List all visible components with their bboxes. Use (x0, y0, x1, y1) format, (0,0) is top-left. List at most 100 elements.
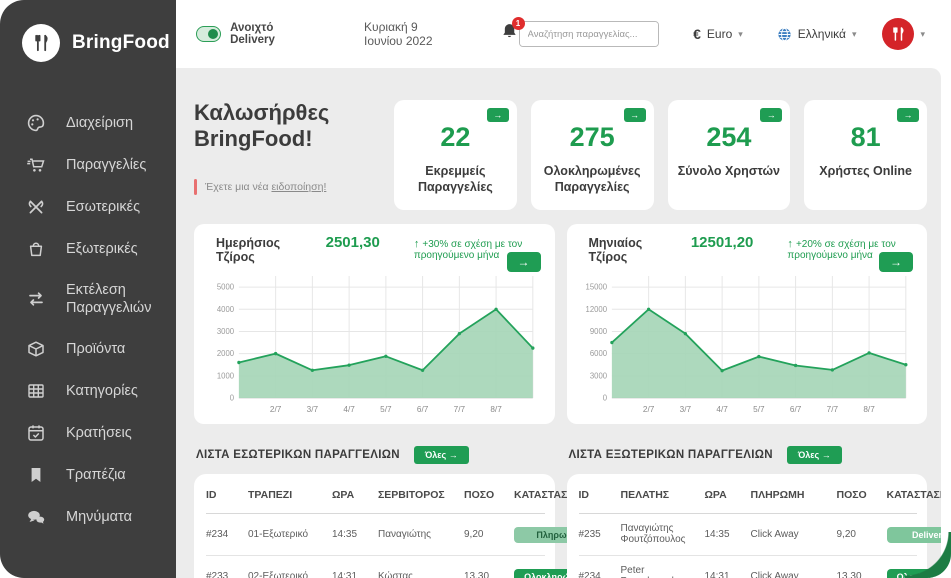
column-header: ΠΟΣΟ (836, 489, 867, 501)
sidebar-item-2[interactable]: Παραγγελίες (0, 144, 176, 186)
chart-card-1: Ημερήσιος Τζίρος 2501,30 ↑ +30% σε σχέση μ… (194, 223, 555, 424)
arrow-right-icon[interactable]: → (486, 108, 509, 122)
sidebar-item-7[interactable]: Κατηγορίες (0, 370, 176, 412)
sidebar-item-label: Διαχείριση (66, 114, 134, 131)
column-header: ΚΑΤΑΣΤΑΣΗ (514, 489, 575, 501)
euro-icon: € (693, 26, 701, 42)
topbar: Ανοιχτό Delivery Κυριακή 9 Ιουνίου 2022 … (176, 0, 951, 68)
table-cell: #233 (206, 570, 229, 578)
table-cell: 13,30 (836, 570, 862, 578)
sidebar-item-4[interactable]: Εξωτερικές (0, 228, 176, 270)
table-cell: Παναγιώτης (378, 528, 432, 540)
sidebar-item-8[interactable]: Κρατήσεις (0, 412, 176, 454)
stat-label: Ολοκληρωμένες Παραγγελίες (543, 164, 641, 195)
account-menu[interactable]: ▾ (882, 18, 925, 50)
arrow-right-icon[interactable]: → (879, 251, 913, 272)
notifications-bell-icon[interactable]: 1 (500, 17, 525, 46)
svg-text:12000: 12000 (585, 304, 607, 313)
sidebar-item-3[interactable]: Εσωτερικές (0, 186, 176, 228)
chart-value: 2501,30 (325, 233, 380, 251)
delivery-toggle-label: Ανοιχτό Delivery (230, 22, 275, 46)
sidebar-item-9[interactable]: Τραπέζια (0, 454, 176, 496)
stat-label: Χρήστες Online (819, 164, 912, 178)
status-badge: Ολοκληρώθηκε (514, 569, 600, 578)
table-cell: 01-Εξωτερικό (248, 528, 309, 540)
external-orders-section: ΛΙΣΤΑ ΕΞΩΤΕΡΙΚΩΝ ΠΑΡΑΓΓΕΛΙΩΝ Όλες → ID ΠΕ… (566, 440, 941, 578)
sidebar-item-label: Προϊόντα (66, 341, 126, 358)
globe-icon (777, 27, 792, 42)
table-cell: 14:31 (704, 570, 730, 578)
column-header: ΣΕΡΒΙΤΟΡΟΣ (378, 489, 445, 501)
calendar-check-icon (26, 423, 46, 443)
column-header: ΠΟΣΟ (464, 489, 495, 501)
chart-value: 12501,20 (690, 233, 754, 251)
sidebar-item-label: Κρατήσεις (66, 425, 132, 442)
chart-title: Ημερήσιος Τζίρος (216, 235, 281, 264)
stats-row: → 22 Εκρεμμείς Παραγγελίες → 275 Ολοκληρωμένε… (394, 84, 927, 210)
area-chart: 0 1000 2000 3000 4000 5000 2/7 3/7 4/7 5/7 6/7 7/7 8… (217, 275, 535, 414)
language-selector[interactable]: Ελληνικά ▾ (777, 27, 856, 42)
sidebar-item-5[interactable]: Εκτέλεση Παραγγελιών (0, 270, 176, 328)
bag-icon (26, 239, 46, 259)
delivery-toggle[interactable] (196, 26, 222, 42)
column-header: ΠΛΗΡΩΜΗ (750, 489, 805, 501)
main-content: Καλωσήρθες BringFood! Έχετε μια νέα ειδο… (176, 68, 941, 578)
sidebar-item-label: Κατηγορίες (66, 383, 138, 400)
chart-title: Μηνιαίος Τζίρος (588, 235, 643, 264)
all-orders-button[interactable]: Όλες → (413, 445, 469, 464)
tables-row: ΛΙΣΤΑ ΕΣΩΤΕΡΙΚΩΝ ΠΑΡΑΓΓΕΛΙΩΝ Όλες → ID ΤΡ… (194, 440, 941, 578)
stat-label: Εκρεμμείς Παραγγελίες (417, 164, 493, 195)
arrow-right-icon[interactable]: → (506, 251, 541, 272)
sidebar-item-label: Εξωτερικές (66, 240, 138, 257)
table-cell: 9,20 (464, 528, 484, 540)
delivery-toggle-group: Ανοιχτό Delivery (196, 22, 296, 46)
svg-text:4/7: 4/7 (716, 403, 728, 413)
language-label: Ελληνικά (797, 27, 846, 41)
stat-card-3: → 254 Σύνολο Χρηστών (667, 100, 791, 210)
brand-logo: BringFood (0, 0, 176, 62)
currency-label: Euro (706, 27, 733, 41)
currency-selector[interactable]: € Euro ▾ (693, 26, 743, 42)
sidebar-item-10[interactable]: Μηνύματα (0, 496, 176, 538)
page-title: Καλωσήρθες BringFood! (194, 100, 330, 152)
svg-text:2/7: 2/7 (642, 403, 654, 413)
arrow-right-icon[interactable]: → (623, 108, 646, 122)
svg-text:4000: 4000 (217, 304, 235, 313)
sidebar-nav: Διαχείριση Παραγγελίες Εσωτερικές Εξωτερικέ… (0, 102, 176, 538)
column-header: ID (206, 489, 217, 501)
svg-text:6/7: 6/7 (417, 403, 429, 413)
arrow-right-icon[interactable]: → (760, 108, 783, 122)
stat-label: Σύνολο Χρηστών (677, 164, 781, 178)
corner-accent (905, 532, 951, 578)
chevron-down-icon: ▾ (738, 28, 743, 39)
table-cell: 14:31 (332, 570, 358, 578)
table-cell: Κώστας (378, 570, 413, 578)
column-header: ΩΡΑ (332, 489, 355, 501)
table-cell: Peter Papadopoulos (620, 565, 685, 578)
brand-name: BringFood (72, 32, 170, 53)
swap-icon (26, 289, 46, 309)
notice-link[interactable]: ειδοποίηση! (271, 180, 327, 193)
table-cell: #234 (206, 528, 229, 540)
svg-text:6000: 6000 (589, 349, 607, 358)
sidebar-item-6[interactable]: Προϊόντα (0, 328, 176, 370)
stat-value: 254 (706, 122, 752, 152)
orders-table: ID ΠΕΛΑΤΗΣ ΩΡΑ ΠΛΗΡΩΜΗ ΠΟΣΟ ΚΑΤΑΣΤΑΣΗ #235 Πανα… (566, 473, 941, 578)
chart-change: ↑ +30% σε σχέση με τον προηγούμενο μήνα (413, 237, 523, 261)
stat-card-4: → 81 Χρήστες Online (804, 100, 927, 210)
chat-icon (26, 507, 46, 527)
svg-text:8/7: 8/7 (863, 403, 875, 413)
current-date: Κυριακή 9 Ιουνίου 2022 (364, 20, 433, 48)
sidebar-item-label: Μηνύματα (66, 509, 132, 526)
column-header: ΩΡΑ (704, 489, 727, 501)
all-orders-button[interactable]: Όλες → (786, 445, 842, 464)
svg-text:4/7: 4/7 (343, 403, 355, 413)
sidebar-item-1[interactable]: Διαχείριση (0, 102, 176, 144)
arrow-right-icon[interactable]: → (897, 108, 919, 122)
table-cell: Click Away (750, 528, 799, 540)
table-cell: Click Away (750, 570, 799, 578)
column-header: ID (578, 489, 590, 501)
sidebar-item-label: Εσωτερικές (66, 198, 141, 215)
search-input[interactable] (519, 22, 659, 46)
svg-text:15000: 15000 (585, 282, 607, 291)
